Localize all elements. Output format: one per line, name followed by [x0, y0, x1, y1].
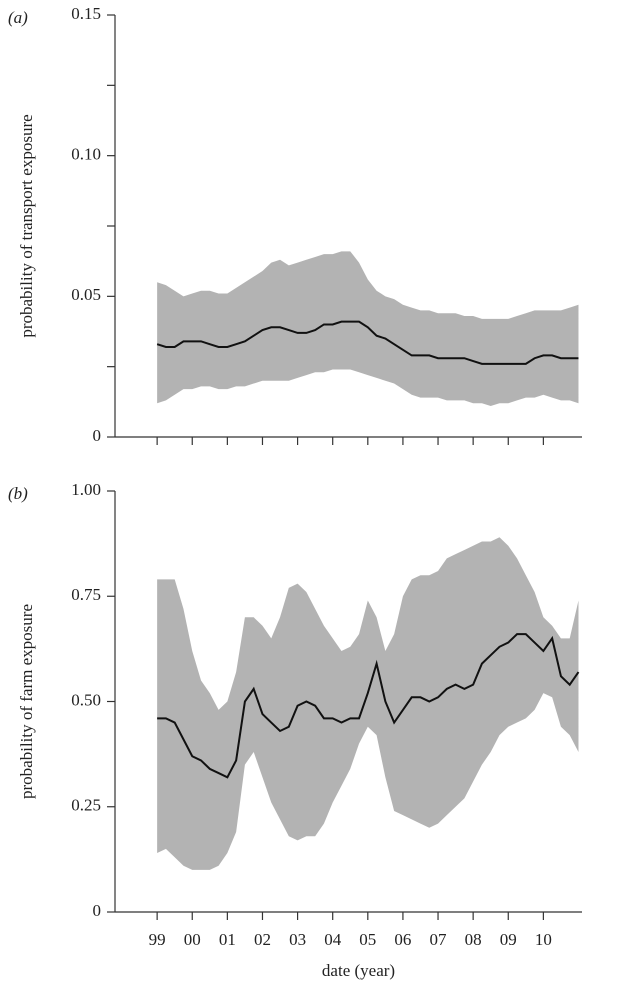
x-tick-label: 99 — [149, 930, 166, 949]
panel-label: (b) — [8, 484, 28, 503]
x-tick-label: 01 — [219, 930, 236, 949]
y-tick-label: 0.75 — [71, 585, 101, 604]
x-tick-label: 10 — [535, 930, 552, 949]
x-tick-label: 04 — [324, 930, 342, 949]
panel-label: (a) — [8, 8, 28, 27]
x-tick-label: 09 — [500, 930, 517, 949]
line — [157, 633, 580, 779]
y-axis-label: probability of transport exposure — [17, 114, 36, 337]
y-axis-label: probability of farm exposure — [17, 604, 36, 799]
x-axis-label: date (year) — [322, 961, 395, 980]
confidence-band — [157, 537, 579, 870]
x-tick-label: 02 — [254, 930, 271, 949]
x-tick-label: 08 — [465, 930, 482, 949]
y-tick-label: 0 — [93, 901, 102, 920]
y-tick-label: 0.05 — [71, 285, 101, 304]
y-tick-label: 0.50 — [71, 690, 101, 709]
line — [156, 320, 579, 365]
x-tick-label: 05 — [359, 930, 376, 949]
y-tick-label: 0.15 — [71, 4, 101, 23]
y-tick-label: 0.25 — [71, 796, 101, 815]
confidence-band — [157, 251, 579, 407]
x-tick-label: 06 — [394, 930, 411, 949]
y-tick-label: 0 — [93, 426, 102, 445]
x-tick-label: 07 — [430, 930, 448, 949]
y-tick-label: 1.00 — [71, 480, 101, 499]
y-tick-label: 0.10 — [71, 145, 101, 164]
x-tick-label: 03 — [289, 930, 306, 949]
x-tick-label: 00 — [184, 930, 201, 949]
